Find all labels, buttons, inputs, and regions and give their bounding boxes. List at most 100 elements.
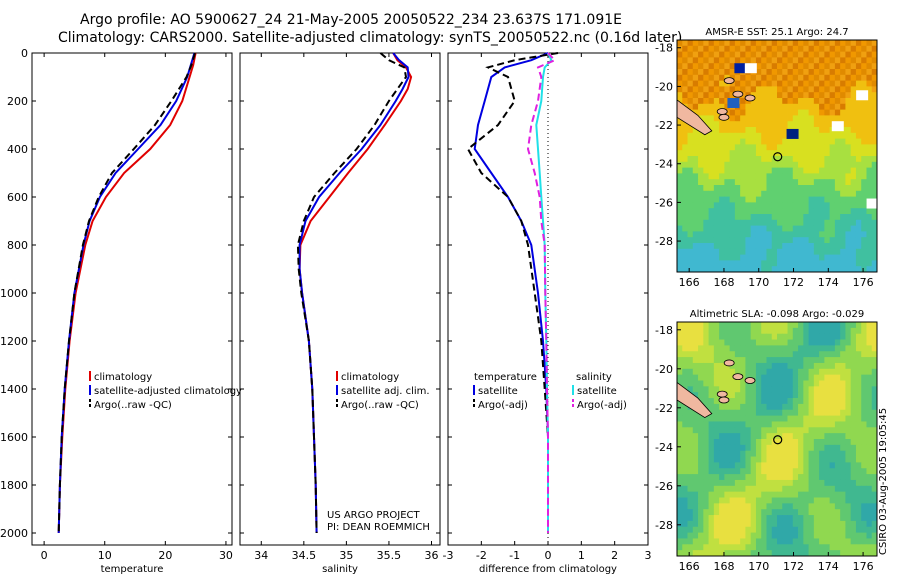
sla_map-cell [771, 386, 778, 393]
sst_map-cell [813, 214, 820, 221]
sst_map-cell [808, 225, 815, 232]
sst_map-cell [850, 138, 857, 145]
sla_map-cell [687, 526, 694, 533]
sst_map-cell [840, 214, 846, 221]
sst_map-cell [871, 156, 878, 163]
sla_map-cell [692, 339, 699, 346]
sst_map-cell [787, 225, 794, 232]
sla_map-cell [855, 550, 862, 557]
sst_map-cell [687, 266, 694, 273]
sst_map-cell [813, 161, 820, 168]
sla_map-cell [687, 357, 694, 364]
sla_map-cell [808, 374, 815, 381]
sst_map-cell [703, 98, 709, 105]
sst_map-cell [771, 214, 778, 221]
sst_map-cell [677, 225, 683, 232]
sst_map-cell [713, 231, 720, 238]
sst_map-cell [724, 156, 731, 163]
difference-xtick-label: 3 [645, 549, 652, 562]
sla_map-cell [813, 339, 820, 346]
sla_map-cell [755, 351, 762, 358]
sla_map-cell [850, 526, 857, 533]
sst_map-cell [840, 260, 846, 267]
sla_map-cell [871, 456, 878, 463]
sla_map-cell [740, 503, 746, 510]
sst_map-cell [771, 219, 778, 226]
sst_map-cell [761, 115, 767, 122]
sla_map-cell [855, 380, 862, 387]
sla_map-cell [750, 403, 757, 411]
sla_map-cell [734, 327, 741, 335]
sst_map-cell [677, 150, 683, 157]
sla_map-cell [766, 351, 773, 358]
sst_map-cell [745, 86, 752, 93]
sst_map-cell [845, 231, 852, 238]
sla_map-cell [803, 351, 809, 358]
sla_map-cell [840, 544, 846, 551]
sst_map-cell [682, 219, 688, 226]
sst_map-cell [698, 179, 704, 186]
sla_map-cell [855, 462, 862, 469]
sst_map-cell [771, 266, 778, 273]
sla_map-cell [834, 398, 841, 405]
sla_map-cell [861, 520, 867, 528]
sla_map-cell [703, 485, 709, 493]
sst_map-cell [708, 225, 715, 232]
sst_map-cell [677, 248, 683, 255]
sla_map-cell [871, 439, 878, 446]
sla_map-cell [871, 433, 878, 440]
sla_map-cell [761, 515, 767, 522]
sst_map-cell [719, 190, 725, 197]
sla_map-cell [819, 333, 825, 340]
sst_map-cell [803, 243, 809, 250]
sla_map-cell [698, 550, 704, 557]
sst_map-cell [724, 98, 731, 105]
sla_map-cell [755, 433, 762, 440]
sst_map-cell [734, 138, 741, 145]
sla_map-cell [745, 362, 752, 370]
sla_map-cell [871, 491, 878, 498]
sst_map-cell [813, 103, 820, 110]
sla_map-cell [677, 327, 683, 335]
sla_map-cell [745, 398, 752, 405]
sla_map-cell [729, 374, 736, 381]
sla_map-cell [708, 398, 715, 405]
sla_map-cell [734, 515, 741, 522]
sla_map-cell [834, 362, 841, 370]
sla_map-cell [740, 491, 746, 498]
sst_map-cell [792, 260, 799, 267]
sla_map-cell [719, 479, 725, 487]
sla_map-cell [729, 322, 736, 329]
sst_map-cell [740, 254, 746, 261]
sla_map-cell [677, 433, 683, 440]
sst_map-cell [713, 103, 720, 110]
sst_map-cell [782, 161, 788, 168]
sla_map-cell [866, 532, 873, 539]
sst_map-cell [755, 219, 762, 226]
sst_map-cell [761, 179, 767, 186]
sla_map-cell [840, 468, 846, 475]
sst_map-cell [777, 260, 783, 267]
sst_map-cell [708, 185, 715, 192]
sla_map-cell [682, 345, 688, 352]
sst_map-cell [734, 74, 741, 81]
sla_map-cell [740, 526, 746, 533]
sla_map-cell [866, 374, 873, 381]
sst_map-cell [734, 219, 741, 226]
sst_map-cell [703, 248, 709, 255]
sla_map-cell [687, 550, 694, 557]
sla_map-cell [808, 532, 815, 539]
sla_map-cell [782, 491, 788, 498]
sla_map-cell [834, 427, 841, 434]
sla_map-cell [766, 485, 773, 493]
sst_map-cell [871, 225, 878, 232]
sst_map-cell [845, 225, 852, 232]
sla_map-cell [713, 503, 720, 510]
sst_map-cell [813, 138, 820, 145]
sla_map-cell [829, 345, 836, 352]
sst_map-cell [834, 208, 841, 215]
sla_map-cell [740, 532, 746, 539]
sst_map-cell [855, 132, 862, 139]
sla_map-cell [829, 485, 836, 493]
sla_map-cell [829, 456, 836, 463]
